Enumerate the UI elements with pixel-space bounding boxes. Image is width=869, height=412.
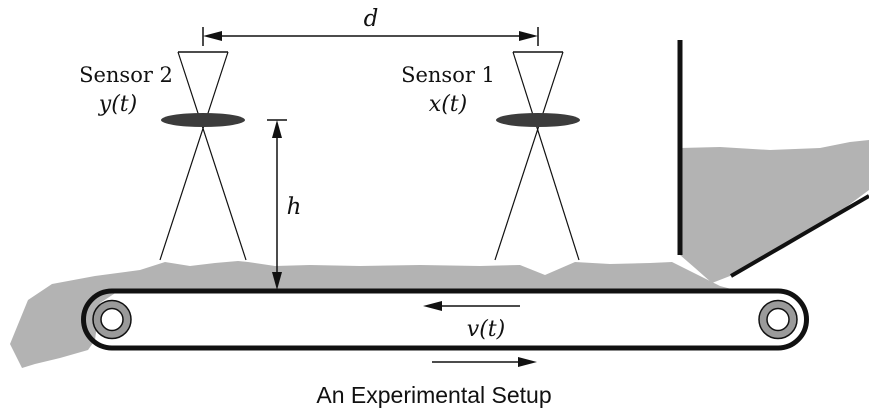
belt-top-arrow [423,301,520,311]
height-dimension [267,119,287,290]
material-in-hopper [680,140,869,283]
sensor-2-signal-label: y(t) [98,92,137,117]
figure-caption: An Experimental Setup [316,382,551,408]
distance-label: d [364,6,379,32]
sensor-2-lens [161,113,245,127]
belt-bottom-arrow [432,357,537,367]
hopper-chute [729,194,869,278]
height-label: h [287,194,302,220]
sensor-1-label: Sensor 1 [401,63,495,87]
right-roller-hub [766,307,790,332]
sensor-1-lens [496,113,580,127]
distance-dimension [202,27,539,46]
belt-left-end [81,288,113,351]
left-roller-hub [100,307,124,332]
sensor-1-signal-label: x(t) [429,92,467,117]
sensor-2 [159,51,247,261]
velocity-label: v(t) [467,317,505,342]
material-on-belt [10,261,735,368]
sensor-1 [494,51,580,261]
belt-right-end [777,288,809,351]
sensor-2-label: Sensor 2 [79,63,173,87]
